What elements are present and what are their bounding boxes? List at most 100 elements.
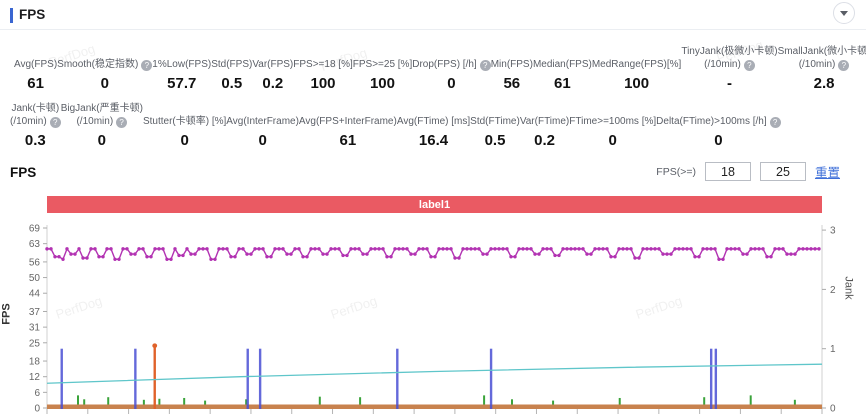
chart-label-banner: label1 — [47, 196, 822, 213]
stat-value: 100 — [369, 75, 395, 92]
stat-cell: Stutter(卡顿率) [%] 0 — [143, 101, 226, 149]
svg-text:56: 56 — [29, 257, 41, 268]
stat-cell: Jank(卡顿) (/10min)? 0.3 — [10, 101, 61, 149]
stat-cell: Var(FTime) 0.2 — [520, 101, 569, 149]
stat-value: 57.7 — [167, 75, 197, 92]
stat-value: 0 — [97, 132, 106, 149]
stat-label: BigJank(严重卡顿) (/10min)? — [60, 103, 143, 128]
help-icon[interactable]: ? — [769, 117, 781, 128]
stat-label: Var(FPS) — [252, 59, 294, 70]
stat-value: 0.2 — [534, 132, 555, 149]
stats-row-2: Jank(卡顿) (/10min)? 0.3 BigJank(严重卡顿) (/10min… — [10, 101, 781, 149]
stat-value: 0.5 — [221, 75, 243, 92]
stat-label: Var(FTime) — [519, 116, 570, 127]
stat-value: 0 — [180, 132, 189, 149]
svg-text:1: 1 — [830, 344, 836, 355]
svg-text:0: 0 — [830, 404, 836, 415]
svg-text:50: 50 — [29, 273, 41, 284]
svg-text:69: 69 — [29, 224, 41, 235]
stat-label: 1%Low(FPS) — [152, 59, 212, 70]
stat-cell: Var(FPS) 0.2 — [252, 44, 293, 92]
stat-label: Delta(FTime)>100ms [/h]? — [656, 101, 781, 128]
stat-label: Avg(FTime) [ms] — [396, 116, 471, 127]
svg-text:0: 0 — [34, 404, 40, 415]
stat-value: - — [726, 75, 732, 92]
stat-cell: Smooth(稳定指数)? 0 — [57, 44, 153, 92]
svg-text:3: 3 — [830, 226, 836, 237]
stat-value: 0.2 — [262, 75, 284, 92]
stat-value: 100 — [310, 75, 336, 92]
stat-value: 2.8 — [813, 75, 835, 92]
stat-cell: Avg(FPS) 61 — [14, 44, 57, 92]
help-icon[interactable]: ? — [743, 60, 755, 71]
stat-label: Min(FPS) — [490, 59, 533, 70]
threshold-input-1[interactable] — [704, 162, 751, 181]
stat-cell: Std(FTime) 0.5 — [470, 101, 520, 149]
stat-value: 0 — [258, 132, 267, 149]
stat-value: 100 — [624, 75, 650, 92]
svg-text:63: 63 — [29, 239, 41, 250]
stat-label: Std(FPS) — [211, 59, 253, 70]
stat-value: 61 — [27, 75, 44, 92]
fps-chart-canvas[interactable]: 69 63 56 50 44 37 31 25 18 12 6 0 3 2 1 0 — [0, 213, 866, 419]
chevron-down-icon — [840, 10, 848, 16]
stat-value: 0 — [447, 75, 456, 92]
help-icon[interactable]: ? — [141, 60, 153, 71]
stat-cell: FTime>=100ms [%] 0 — [569, 101, 656, 149]
stat-value: 61 — [554, 75, 571, 92]
header-accent-bar — [10, 8, 13, 23]
stat-label: FPS>=18 [%] — [293, 59, 353, 70]
stat-cell: Avg(FTime) [ms] 16.4 — [397, 101, 470, 149]
stat-cell: MedRange(FPS)[%] 100 — [592, 44, 681, 92]
svg-text:12: 12 — [29, 372, 41, 383]
help-icon[interactable]: ? — [116, 117, 128, 128]
stat-value: 0.5 — [484, 132, 506, 149]
stat-label: Smooth(稳定指数)? — [57, 44, 153, 71]
stat-label: FTime>=100ms [%] — [569, 116, 657, 127]
stat-cell: TinyJank(极微小卡顿) (/10min)? - — [681, 44, 777, 92]
stat-cell: Median(FPS) 61 — [533, 44, 592, 92]
help-icon[interactable]: ? — [49, 117, 61, 128]
panel-title: FPS — [19, 7, 46, 22]
stat-cell: Delta(FTime)>100ms [/h]? 0 — [656, 101, 781, 149]
stat-label: Stutter(卡顿率) [%] — [142, 116, 227, 127]
stat-label: Avg(FPS) — [14, 59, 58, 70]
stat-cell: Std(FPS) 0.5 — [211, 44, 252, 92]
stat-value: 16.4 — [418, 132, 449, 149]
stat-label: FPS>=25 [%] — [352, 59, 413, 70]
stat-label: Drop(FPS) [/h]? — [412, 44, 491, 71]
help-icon[interactable]: ? — [479, 60, 491, 71]
stat-label: Jank(卡顿) (/10min)? — [10, 103, 61, 128]
fps-threshold-controls: FPS(>=) 重置 — [656, 162, 840, 181]
svg-text:25: 25 — [29, 338, 41, 349]
stat-label: Median(FPS) — [532, 59, 592, 70]
collapse-button[interactable] — [833, 2, 855, 24]
stats-row-1: Avg(FPS) 61 Smooth(稳定指数)? 0 1%Low(FPS) 57.7 St… — [14, 44, 866, 92]
help-icon[interactable]: ? — [838, 60, 850, 71]
stat-label: SmallJank(微小卡顿) (/10min)? — [777, 46, 866, 71]
svg-text:18: 18 — [29, 357, 41, 368]
stat-label: Avg(InterFrame) — [226, 116, 299, 127]
stat-label: Avg(FPS+InterFrame) — [298, 116, 397, 127]
right-axis-title: Jank — [842, 276, 855, 300]
chart-section-title: FPS — [10, 165, 37, 180]
stat-cell: SmallJank(微小卡顿) (/10min)? 2.8 — [778, 44, 866, 92]
stat-cell: FPS>=18 [%] 100 — [293, 44, 352, 92]
svg-text:6: 6 — [34, 388, 40, 399]
stat-value: 0.3 — [24, 132, 46, 149]
stat-label: TinyJank(极微小卡顿) (/10min)? — [681, 46, 778, 71]
stat-label: Std(FTime) — [470, 116, 520, 127]
threshold-label: FPS(>=) — [656, 165, 696, 178]
svg-text:2: 2 — [830, 285, 836, 296]
svg-text:37: 37 — [29, 307, 41, 318]
svg-text:31: 31 — [29, 323, 41, 334]
stat-value: 56 — [503, 75, 521, 92]
stat-cell: 1%Low(FPS) 57.7 — [152, 44, 211, 92]
stat-cell: Drop(FPS) [/h]? 0 — [412, 44, 491, 92]
threshold-input-2[interactable] — [759, 162, 806, 181]
stat-cell: FPS>=25 [%] 100 — [353, 44, 412, 92]
left-axis-title: FPS — [0, 303, 13, 325]
reset-link[interactable]: 重置 — [814, 166, 840, 180]
stat-value: 0 — [100, 75, 109, 92]
